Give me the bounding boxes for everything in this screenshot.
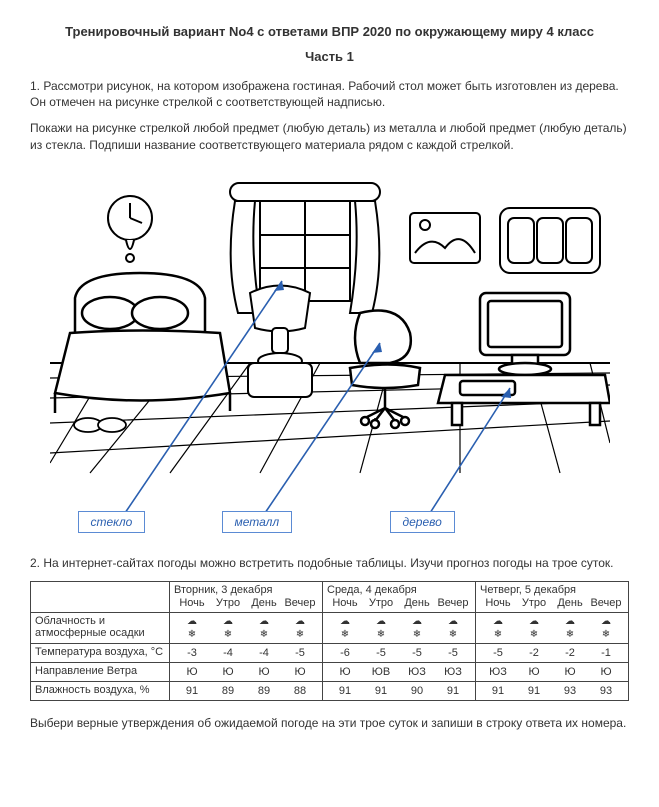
q2-footer: Выбери верные утверждения об ожидаемой п… xyxy=(30,715,629,731)
q1-text-a: 1. Рассмотри рисунок, на котором изображ… xyxy=(30,78,629,110)
room-figure: стекло металл дерево xyxy=(50,163,610,543)
label-glass: стекло xyxy=(78,511,146,533)
row-hum: Влажность воздуха, % 91898988 91919091 9… xyxy=(31,681,629,700)
row-clouds: Облачность и атмосферные осадки ☁☁☁☁❄❄❄❄… xyxy=(31,612,629,643)
day-2: Четверг, 5 декабря xyxy=(480,584,624,596)
part-title: Часть 1 xyxy=(30,49,629,64)
label-metal: металл xyxy=(222,511,293,533)
row-wind: Направление Ветра ЮЮЮЮ ЮЮВЮЗЮЗ ЮЗЮЮЮ xyxy=(31,662,629,681)
day-0: Вторник, 3 декабря xyxy=(174,584,318,596)
q2-text: 2. На интернет-сайтах погоды можно встре… xyxy=(30,555,629,571)
page-title: Тренировочный вариант No4 с ответами ВПР… xyxy=(30,24,629,39)
day-1: Среда, 4 декабря xyxy=(327,584,471,596)
room-illustration xyxy=(50,163,610,543)
row-temp: Температура воздуха, °C -3-4-4-5 -6-5-5-… xyxy=(31,643,629,662)
weather-table: Вторник, 3 декабря Ночь Утро День Вечер … xyxy=(30,581,629,701)
label-wood: дерево xyxy=(390,511,455,533)
q1-text-b: Покажи на рисунке стрелкой любой предмет… xyxy=(30,120,629,152)
